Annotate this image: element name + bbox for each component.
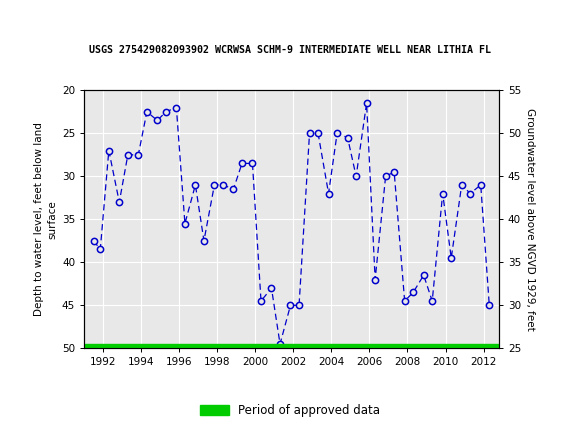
Y-axis label: Groundwater level above NGVD 1929, feet: Groundwater level above NGVD 1929, feet <box>525 108 535 331</box>
Bar <box>84 344 499 357</box>
Text: USGS 275429082093902 WCRWSA SCHM-9 INTERMEDIATE WELL NEAR LITHIA FL: USGS 275429082093902 WCRWSA SCHM-9 INTER… <box>89 45 491 55</box>
Legend: Period of approved data: Period of approved data <box>195 399 385 422</box>
Text: USGS: USGS <box>23 7 78 25</box>
Y-axis label: Depth to water level, feet below land
surface: Depth to water level, feet below land su… <box>34 123 57 316</box>
Text: █: █ <box>7 1 22 31</box>
